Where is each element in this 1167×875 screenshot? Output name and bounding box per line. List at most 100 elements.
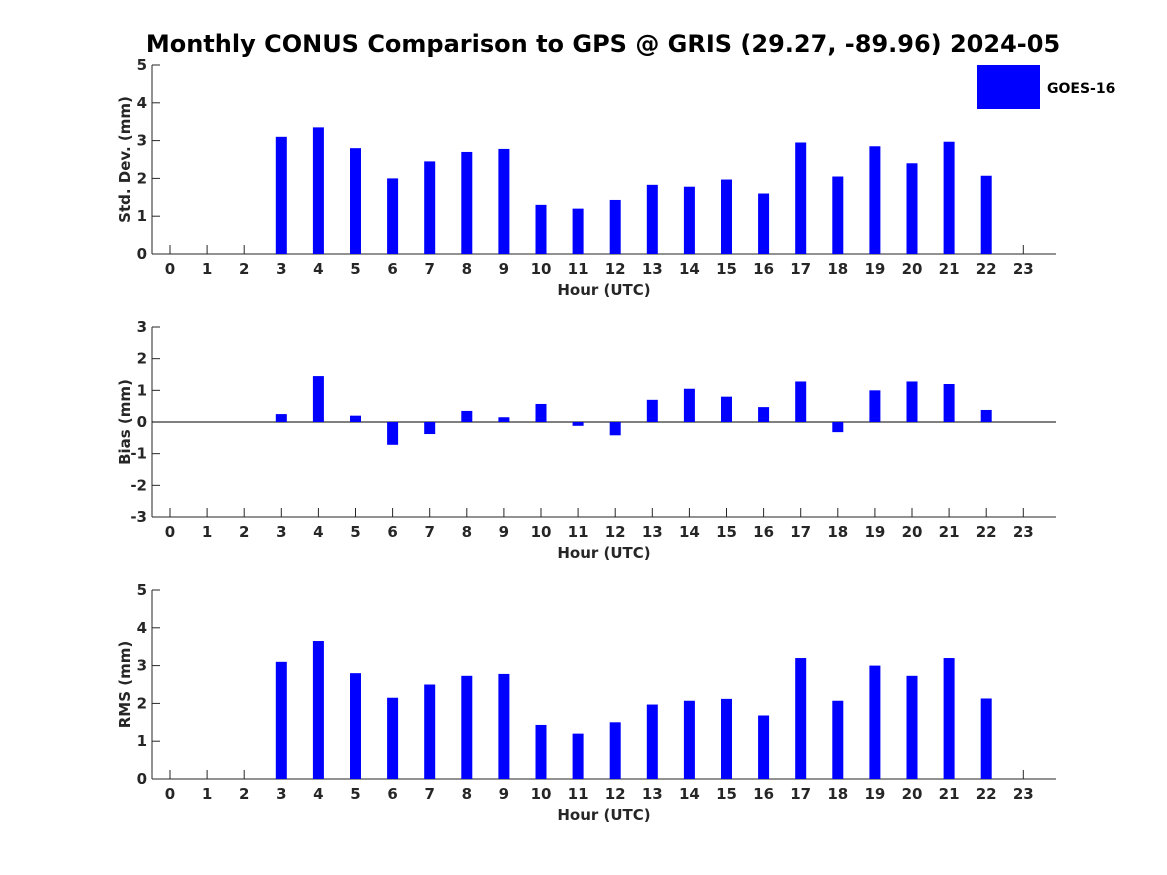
y-tick-label: 3 xyxy=(137,657,147,675)
chart-title: Monthly CONUS Comparison to GPS @ GRIS (… xyxy=(146,30,1060,58)
x-tick-label: 16 xyxy=(753,260,774,278)
x-tick-label: 10 xyxy=(531,523,552,541)
bar xyxy=(312,127,324,254)
x-tick-label: 9 xyxy=(499,785,509,803)
bar xyxy=(869,146,881,254)
x-tick-label: 2 xyxy=(239,523,249,541)
x-tick-label: 1 xyxy=(202,523,212,541)
bar xyxy=(535,403,547,422)
x-tick-label: 21 xyxy=(939,523,960,541)
x-tick-label: 14 xyxy=(679,260,700,278)
bar xyxy=(461,410,473,422)
x-tick-label: 10 xyxy=(531,785,552,803)
bar xyxy=(721,396,732,422)
bar xyxy=(721,179,732,254)
legend-swatch xyxy=(977,65,1040,109)
x-tick-label: 14 xyxy=(679,785,700,803)
bar xyxy=(572,733,584,779)
bar xyxy=(758,193,770,254)
y-tick-label: -3 xyxy=(130,508,147,526)
bar xyxy=(906,163,918,254)
y-tick-label: 4 xyxy=(137,94,147,112)
x-tick-label: 3 xyxy=(276,260,286,278)
x-tick-label: 7 xyxy=(424,260,434,278)
x-tick-label: 20 xyxy=(902,260,923,278)
x-tick-label: 21 xyxy=(939,260,960,278)
bar xyxy=(312,376,324,422)
bar xyxy=(943,384,955,422)
y-tick-label: 2 xyxy=(137,350,147,368)
y-tick-label: 0 xyxy=(137,413,147,431)
x-tick-label: 19 xyxy=(864,785,885,803)
y-tick-label: 2 xyxy=(137,169,147,187)
y-tick-label: 0 xyxy=(137,770,147,788)
bar xyxy=(646,184,658,254)
x-tick-label: 12 xyxy=(605,260,626,278)
bar xyxy=(795,658,807,779)
x-tick-label: 4 xyxy=(313,260,323,278)
bar xyxy=(869,665,881,779)
bar xyxy=(980,698,992,779)
bar xyxy=(424,684,436,779)
x-tick-label: 13 xyxy=(642,523,663,541)
x-tick-label: 2 xyxy=(239,785,249,803)
bar xyxy=(387,697,399,779)
x-tick-label: 16 xyxy=(753,523,774,541)
x-tick-label: 22 xyxy=(976,260,997,278)
y-tick-label: -1 xyxy=(130,445,147,463)
x-tick-label: 1 xyxy=(202,785,212,803)
x-tick-label: 15 xyxy=(716,260,737,278)
bar xyxy=(424,422,436,435)
x-tick-label: 23 xyxy=(1013,260,1034,278)
x-tick-label: 22 xyxy=(976,785,997,803)
y-tick-label: -2 xyxy=(130,476,147,494)
bar xyxy=(461,675,473,779)
bar xyxy=(646,399,658,422)
y-tick-label: 1 xyxy=(137,381,147,399)
x-tick-label: 2 xyxy=(239,260,249,278)
x-tick-label: 11 xyxy=(568,785,589,803)
x-tick-label: 18 xyxy=(827,260,848,278)
bar xyxy=(461,151,473,254)
bar xyxy=(275,661,287,779)
x-tick-label: 5 xyxy=(350,523,360,541)
x-tick-label: 0 xyxy=(165,785,175,803)
y-tick-label: 5 xyxy=(137,56,147,74)
y-tick-label: 0 xyxy=(137,245,147,263)
x-tick-label: 8 xyxy=(462,785,472,803)
bar xyxy=(832,422,844,433)
bar xyxy=(795,381,807,422)
bar xyxy=(350,148,361,254)
bar xyxy=(387,422,399,445)
bar xyxy=(387,178,399,254)
x-tick-label: 5 xyxy=(350,785,360,803)
bar xyxy=(609,199,621,254)
bar xyxy=(758,407,770,422)
x-tick-label: 1 xyxy=(202,260,212,278)
y-axis-label: RMS (mm) xyxy=(116,641,134,728)
x-tick-label: 3 xyxy=(276,785,286,803)
bar xyxy=(609,422,621,436)
bar xyxy=(275,136,287,254)
bar xyxy=(906,381,918,422)
x-tick-label: 20 xyxy=(902,523,923,541)
x-tick-label: 11 xyxy=(568,260,589,278)
x-tick-label: 13 xyxy=(642,260,663,278)
x-tick-label: 7 xyxy=(424,523,434,541)
x-tick-label: 14 xyxy=(679,523,700,541)
bar xyxy=(312,641,324,779)
bar xyxy=(943,658,955,779)
bar xyxy=(683,700,695,779)
y-tick-label: 4 xyxy=(137,619,147,637)
x-axis-label: Hour (UTC) xyxy=(557,281,650,299)
x-tick-label: 12 xyxy=(605,523,626,541)
y-tick-label: 3 xyxy=(137,132,147,150)
y-tick-label: 1 xyxy=(137,732,147,750)
bar xyxy=(758,715,770,779)
bar xyxy=(980,175,992,254)
x-tick-label: 8 xyxy=(462,260,472,278)
